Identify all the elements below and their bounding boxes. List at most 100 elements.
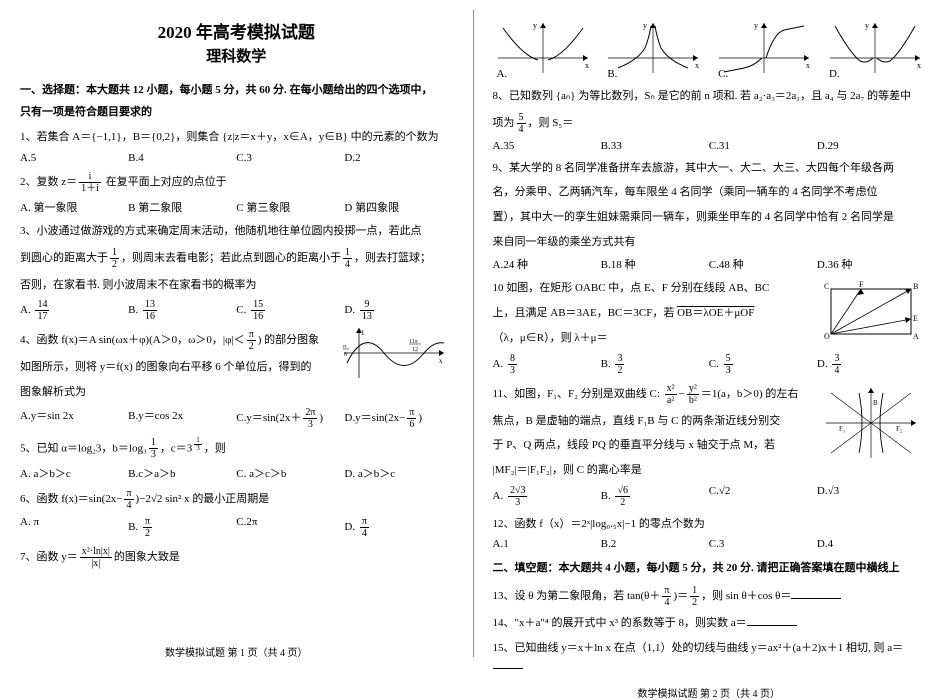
q6: 6、函数 f(x)＝sin(2x−π4)−2√2 sin² x 的最小正周期是 (20, 488, 453, 511)
q5-opt-c: C. a＞c＞b (236, 465, 344, 481)
section-2-heading: 二、填空题：本大题共 4 小题，每小题 5 分，共 20 分. 请把正确答案填在… (493, 560, 926, 578)
q8-opt-d: D.29 (817, 140, 925, 152)
q5d: ，则 (204, 442, 226, 454)
q11-minus: − (679, 388, 685, 400)
q7b: 的图象大致是 (114, 551, 180, 563)
q8b-post: ，则 S₅＝ (528, 117, 574, 129)
q9-opt-b: B.18 种 (601, 256, 709, 272)
q11-opt-a: A. 2√33 (493, 485, 601, 508)
q13: 13、设 θ 为第二象限角，若 tan(θ＋π4)＝12，则 sin θ＋cos… (493, 585, 926, 608)
q15-text: 15、已知曲线 y＝x＋ln x 在点（1,1）处的切线与曲线 y＝ax²＋(a… (493, 642, 904, 654)
q12-opt-a: A.1 (493, 538, 601, 550)
q11a-text: 11、如图，F₁、F₂ 分别是双曲线 C: (493, 388, 660, 400)
q11a-post: ＝1(a，b＞0) 的左右 (701, 388, 798, 400)
q10-line1: 10 如图，在矩形 OABC 中，点 E、F 分别在线段 AB、BC O A B… (493, 279, 926, 298)
q11-line1: 11、如图，F₁、F₂ 分别是双曲线 C: x²a²−y²b²＝1(a，b＞0)… (493, 383, 926, 406)
q1-opt-d: D.2 (344, 152, 452, 164)
q3ad: 17 (35, 311, 49, 322)
q10d-lbl: D. (817, 358, 828, 370)
q5bfd: 3 (149, 449, 158, 460)
q4c-pre: C.y＝ (236, 412, 263, 424)
q9-opt-a: A.24 种 (493, 256, 601, 272)
q13-pre: 13、设 θ 为第二象限角，若 (493, 590, 625, 602)
q12-opt-d: D.4 (817, 538, 925, 550)
q11-frac2: y²b² (687, 383, 699, 406)
q11bn: √6 (615, 485, 630, 497)
q4c-close: ) (319, 412, 323, 424)
page-divider (473, 10, 474, 657)
q4-opt-b: B.y＝cos 2x (128, 407, 236, 430)
q7-label-b: B. (607, 68, 617, 80)
q5a: 5、已知 α＝log₂3， (20, 442, 112, 454)
q10-opt-b: B. 32 (601, 353, 709, 376)
q3b-post: ，则去打篮球； (354, 252, 431, 264)
q4a: 4、函数 f(x)＝A sin(ωx＋φ)(A＞0，ω＞0，|φ|＜ (20, 334, 245, 346)
q4dfn: π (407, 407, 416, 419)
q6-opt-c: C.2π (236, 516, 344, 539)
q7-graph-d: xy D. (825, 18, 925, 78)
q3-opt-b: B. 1316 (128, 299, 236, 322)
q10-options: A. 83 B. 32 C. 53 D. 34 (493, 353, 926, 376)
q3-options: A. 1417 B. 1316 C. 1516 D. 913 (20, 299, 453, 322)
page-left: 2020 年高考模拟试题 理科数学 一、选择题：本大题共 12 小题，每小题 5… (0, 0, 473, 667)
q2-frac-num: i (79, 171, 101, 183)
q6-pre: f(x)＝sin(2x− (61, 493, 122, 505)
svg-text:C: C (824, 282, 829, 291)
q3an: 14 (35, 299, 49, 311)
q11-opt-c: C.√2 (709, 485, 817, 508)
q12-opt-b: B.2 (601, 538, 709, 550)
q10ad: 3 (508, 365, 517, 376)
q9-opt-c: C.48 种 (709, 256, 817, 272)
svg-text:B: B (913, 282, 918, 291)
q5-opt-a: A. a＞b＞c (20, 465, 128, 481)
footer-left: 数学模拟试题 第 1 页（共 4 页） (20, 638, 453, 659)
q4c-frac: 2π3 (303, 407, 317, 430)
q3a-frac: 1417 (35, 299, 49, 322)
q3b-lbl: B. (128, 304, 138, 316)
svg-text:B: B (873, 399, 878, 407)
q6-frac: π4 (124, 488, 133, 511)
q6b-frac: π2 (143, 516, 152, 539)
q4d-frac: π6 (407, 407, 416, 430)
q7fn: x²·ln|x| (80, 546, 112, 558)
q2-opt-a: A. 第一象限 (20, 199, 128, 215)
q4afd: 2 (247, 341, 256, 352)
q10-opt-c: C. 53 (709, 353, 817, 376)
q2-options: A. 第一象限 B 第二象限 C 第三象限 D 第四象限 (20, 199, 453, 215)
q8-opt-c: C.31 (709, 140, 817, 152)
q13-tan-frac: π4 (662, 585, 671, 608)
q2-lead: z＝ (61, 176, 77, 188)
q10cn: 5 (724, 353, 733, 365)
svg-text:x: x (806, 61, 810, 70)
q15: 15、已知曲线 y＝x＋ln x 在点（1,1）处的切线与曲线 y＝ax²＋(a… (493, 639, 926, 676)
q2-pre: 2、复数 (20, 176, 59, 188)
q3b-f1n: 1 (110, 247, 119, 259)
q14-blank (747, 614, 797, 626)
q7-label-a: A. (497, 68, 508, 80)
q3b-frac2: 14 (343, 247, 352, 270)
q10b-pre: 上，且满足 AB＝3AE，BC＝3CF，若 (493, 307, 675, 319)
q10cd: 3 (724, 365, 733, 376)
q13-post: ，则 sin θ＋cos θ＝ (701, 590, 791, 602)
q3-opt-c: C. 1516 (236, 299, 344, 322)
q3-opt-a: A. 1417 (20, 299, 128, 322)
q7fd: |x| (80, 558, 112, 569)
svg-text:x: x (585, 61, 589, 70)
q12-options: A.1 B.2 C.3 D.4 (493, 538, 926, 550)
q10a-lbl: A. (493, 358, 504, 370)
q4-opt-c: C.y＝sin(2x＋2π3) (236, 407, 344, 430)
q3b-frac: 1316 (143, 299, 157, 322)
q6dfd: 4 (360, 528, 369, 539)
exam-subject: 理科数学 (20, 45, 453, 66)
q11f2n: y² (687, 383, 699, 395)
q7-graph-c: xy C. (714, 18, 814, 78)
q10a-text: 10 如图，在矩形 OABC 中，点 E、F 分别在线段 AB、BC (493, 282, 770, 294)
q6fd: 4 (124, 500, 133, 511)
q1: 1、若集合 A＝{−1,1}，B＝{0,2}，则集合 {z|z＝x＋y，x∈A，… (20, 128, 453, 147)
q11f1n: x² (665, 383, 677, 395)
q6-post: 的最小正周期是 (192, 493, 269, 505)
q4-line3: 图象解析式为 (20, 383, 453, 402)
q2-frac: i1＋i (79, 171, 101, 194)
q5-opt-d: D. a＞b＞c (344, 465, 452, 481)
svg-text:1: 1 (361, 329, 365, 337)
